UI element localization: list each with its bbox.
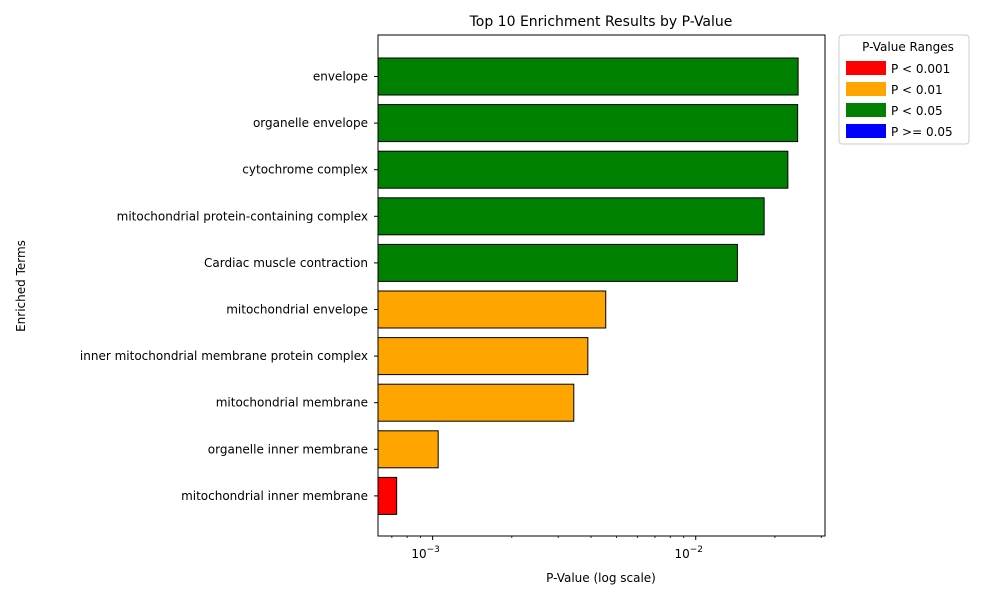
legend-label: P < 0.05	[891, 104, 943, 118]
x-tick-label: 10−3	[411, 545, 440, 561]
x-tick-label: 10−2	[674, 545, 703, 561]
x-axis: 10−3 10−2	[391, 536, 822, 561]
x-axis-label: P-Value (log scale)	[546, 571, 656, 585]
y-tick-label: organelle inner membrane	[208, 442, 368, 456]
chart-title: Top 10 Enrichment Results by P-Value	[469, 14, 733, 30]
legend-swatch	[846, 82, 886, 96]
bar	[377, 197, 765, 236]
legend-label: P >= 0.05	[891, 125, 953, 139]
legend-entries: P < 0.001 P < 0.01 P < 0.05 P >= 0.05	[846, 61, 953, 139]
bar	[377, 337, 589, 376]
bar	[377, 243, 738, 282]
y-tick-label: cytochrome complex	[242, 163, 368, 177]
legend-title: P-Value Ranges	[862, 40, 954, 54]
y-axis: envelope organelle envelope cytochrome com…	[80, 70, 378, 503]
legend-label: P < 0.001	[891, 62, 950, 76]
bar	[377, 150, 789, 189]
bar	[377, 104, 799, 143]
legend-swatch	[846, 103, 886, 117]
y-tick-label: Cardiac muscle contraction	[204, 256, 368, 270]
legend: P-Value Ranges P < 0.001 P < 0.01 P < 0.05…	[838, 34, 970, 145]
y-tick-label: envelope	[313, 70, 368, 84]
legend-swatch	[846, 61, 886, 75]
y-tick-label: inner mitochondrial membrane protein com…	[80, 349, 368, 363]
bar	[377, 430, 439, 469]
y-tick-label: mitochondrial envelope	[226, 303, 368, 317]
bar	[377, 476, 398, 515]
bar	[377, 383, 575, 422]
y-axis-label: Enriched Terms	[14, 240, 28, 332]
y-tick-label: mitochondrial inner membrane	[181, 489, 368, 503]
bar	[377, 290, 607, 329]
y-tick-label: organelle envelope	[253, 116, 368, 130]
legend-swatch	[846, 124, 886, 138]
y-tick-label: mitochondrial protein-containing complex	[117, 209, 368, 223]
bars-group	[377, 57, 799, 515]
legend-label: P < 0.01	[891, 83, 943, 97]
y-tick-label: mitochondrial membrane	[216, 396, 368, 410]
plot-frame	[377, 34, 826, 537]
bar	[377, 57, 799, 96]
